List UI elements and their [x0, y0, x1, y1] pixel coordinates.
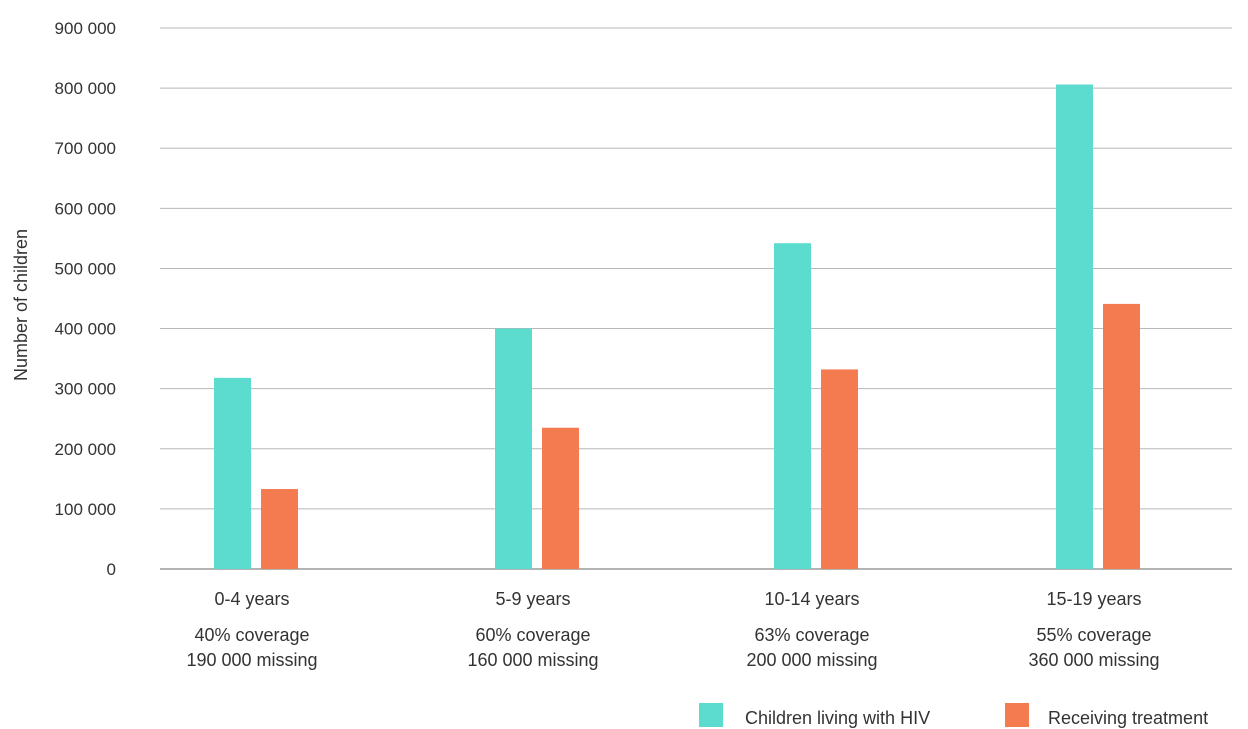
bar-children-living-with-hiv — [214, 377, 251, 569]
category-coverage-label: 63% coverage — [754, 625, 869, 645]
y-tick-label: 300 000 — [55, 380, 116, 399]
category-coverage-label: 40% coverage — [194, 625, 309, 645]
legend-swatch — [1005, 703, 1029, 727]
bar-receiving-treatment — [542, 427, 579, 569]
category-missing-label: 360 000 missing — [1028, 650, 1159, 670]
legend-label: Children living with HIV — [745, 708, 930, 728]
y-tick-label: 400 000 — [55, 320, 116, 339]
category-label: 5-9 years — [495, 589, 570, 609]
bar-children-living-with-hiv — [1056, 84, 1093, 569]
y-tick-label: 0 — [107, 560, 116, 579]
legend-label: Receiving treatment — [1048, 708, 1208, 728]
y-tick-label: 700 000 — [55, 139, 116, 158]
bar-receiving-treatment — [821, 369, 858, 569]
category-label: 0-4 years — [214, 589, 289, 609]
category-missing-label: 200 000 missing — [746, 650, 877, 670]
y-axis-label: Number of children — [11, 229, 31, 381]
y-tick-label: 500 000 — [55, 259, 116, 278]
category-label: 10-14 years — [764, 589, 859, 609]
category-label: 15-19 years — [1046, 589, 1141, 609]
bar-receiving-treatment — [1103, 303, 1140, 569]
legend-swatch — [699, 703, 723, 727]
bar-receiving-treatment — [261, 489, 298, 569]
y-tick-label: 100 000 — [55, 500, 116, 519]
bar-children-living-with-hiv — [774, 243, 811, 569]
category-coverage-label: 60% coverage — [475, 625, 590, 645]
category-missing-label: 160 000 missing — [467, 650, 598, 670]
category-coverage-label: 55% coverage — [1036, 625, 1151, 645]
category-missing-label: 190 000 missing — [186, 650, 317, 670]
y-tick-label: 900 000 — [55, 19, 116, 38]
y-tick-label: 800 000 — [55, 79, 116, 98]
bar-children-living-with-hiv — [495, 328, 532, 569]
y-tick-label: 600 000 — [55, 199, 116, 218]
legend: Children living with HIV Receiving treatm… — [699, 703, 1208, 728]
y-tick-label: 200 000 — [55, 440, 116, 459]
